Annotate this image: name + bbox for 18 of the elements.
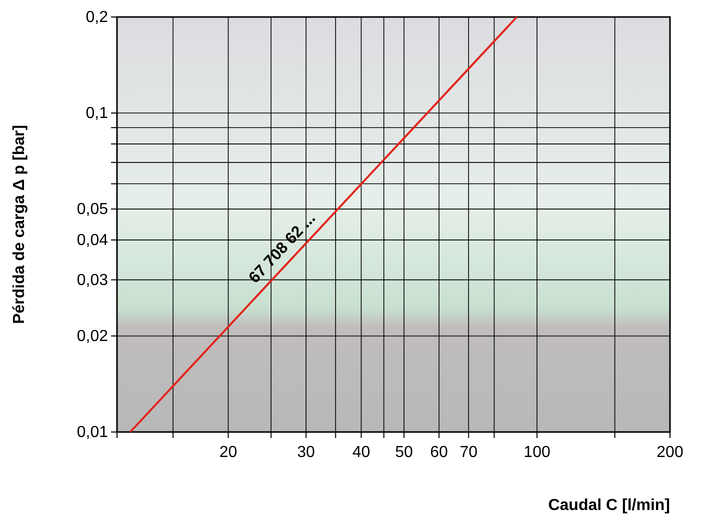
x-tick-label: 50 bbox=[395, 444, 414, 461]
y-tick-label: 0,1 bbox=[86, 105, 108, 122]
x-tick-label: 70 bbox=[460, 444, 478, 461]
y-tick-label: 0,2 bbox=[86, 9, 108, 26]
y-tick-label: 0,05 bbox=[76, 201, 108, 218]
x-tick-label: 60 bbox=[430, 444, 448, 461]
x-tick-label: 200 bbox=[656, 444, 684, 461]
x-tick-label: 30 bbox=[297, 444, 316, 461]
annotation: 67 708 62 ... bbox=[246, 210, 320, 287]
y-tick-label: 0,03 bbox=[76, 272, 108, 289]
x-tick-label: 100 bbox=[524, 444, 550, 461]
y-tick-label: 0,04 bbox=[76, 232, 108, 250]
y-axis-title: Pérdida de carga Δ p [bar] bbox=[11, 124, 28, 324]
x-axis-title: Caudal C [l/min] bbox=[548, 497, 670, 514]
y-tick-label: 0,02 bbox=[76, 328, 108, 346]
x-tick-label: 20 bbox=[219, 444, 238, 461]
x-tick-label: 40 bbox=[352, 444, 370, 461]
y-tick-label: 0,01 bbox=[76, 424, 108, 442]
